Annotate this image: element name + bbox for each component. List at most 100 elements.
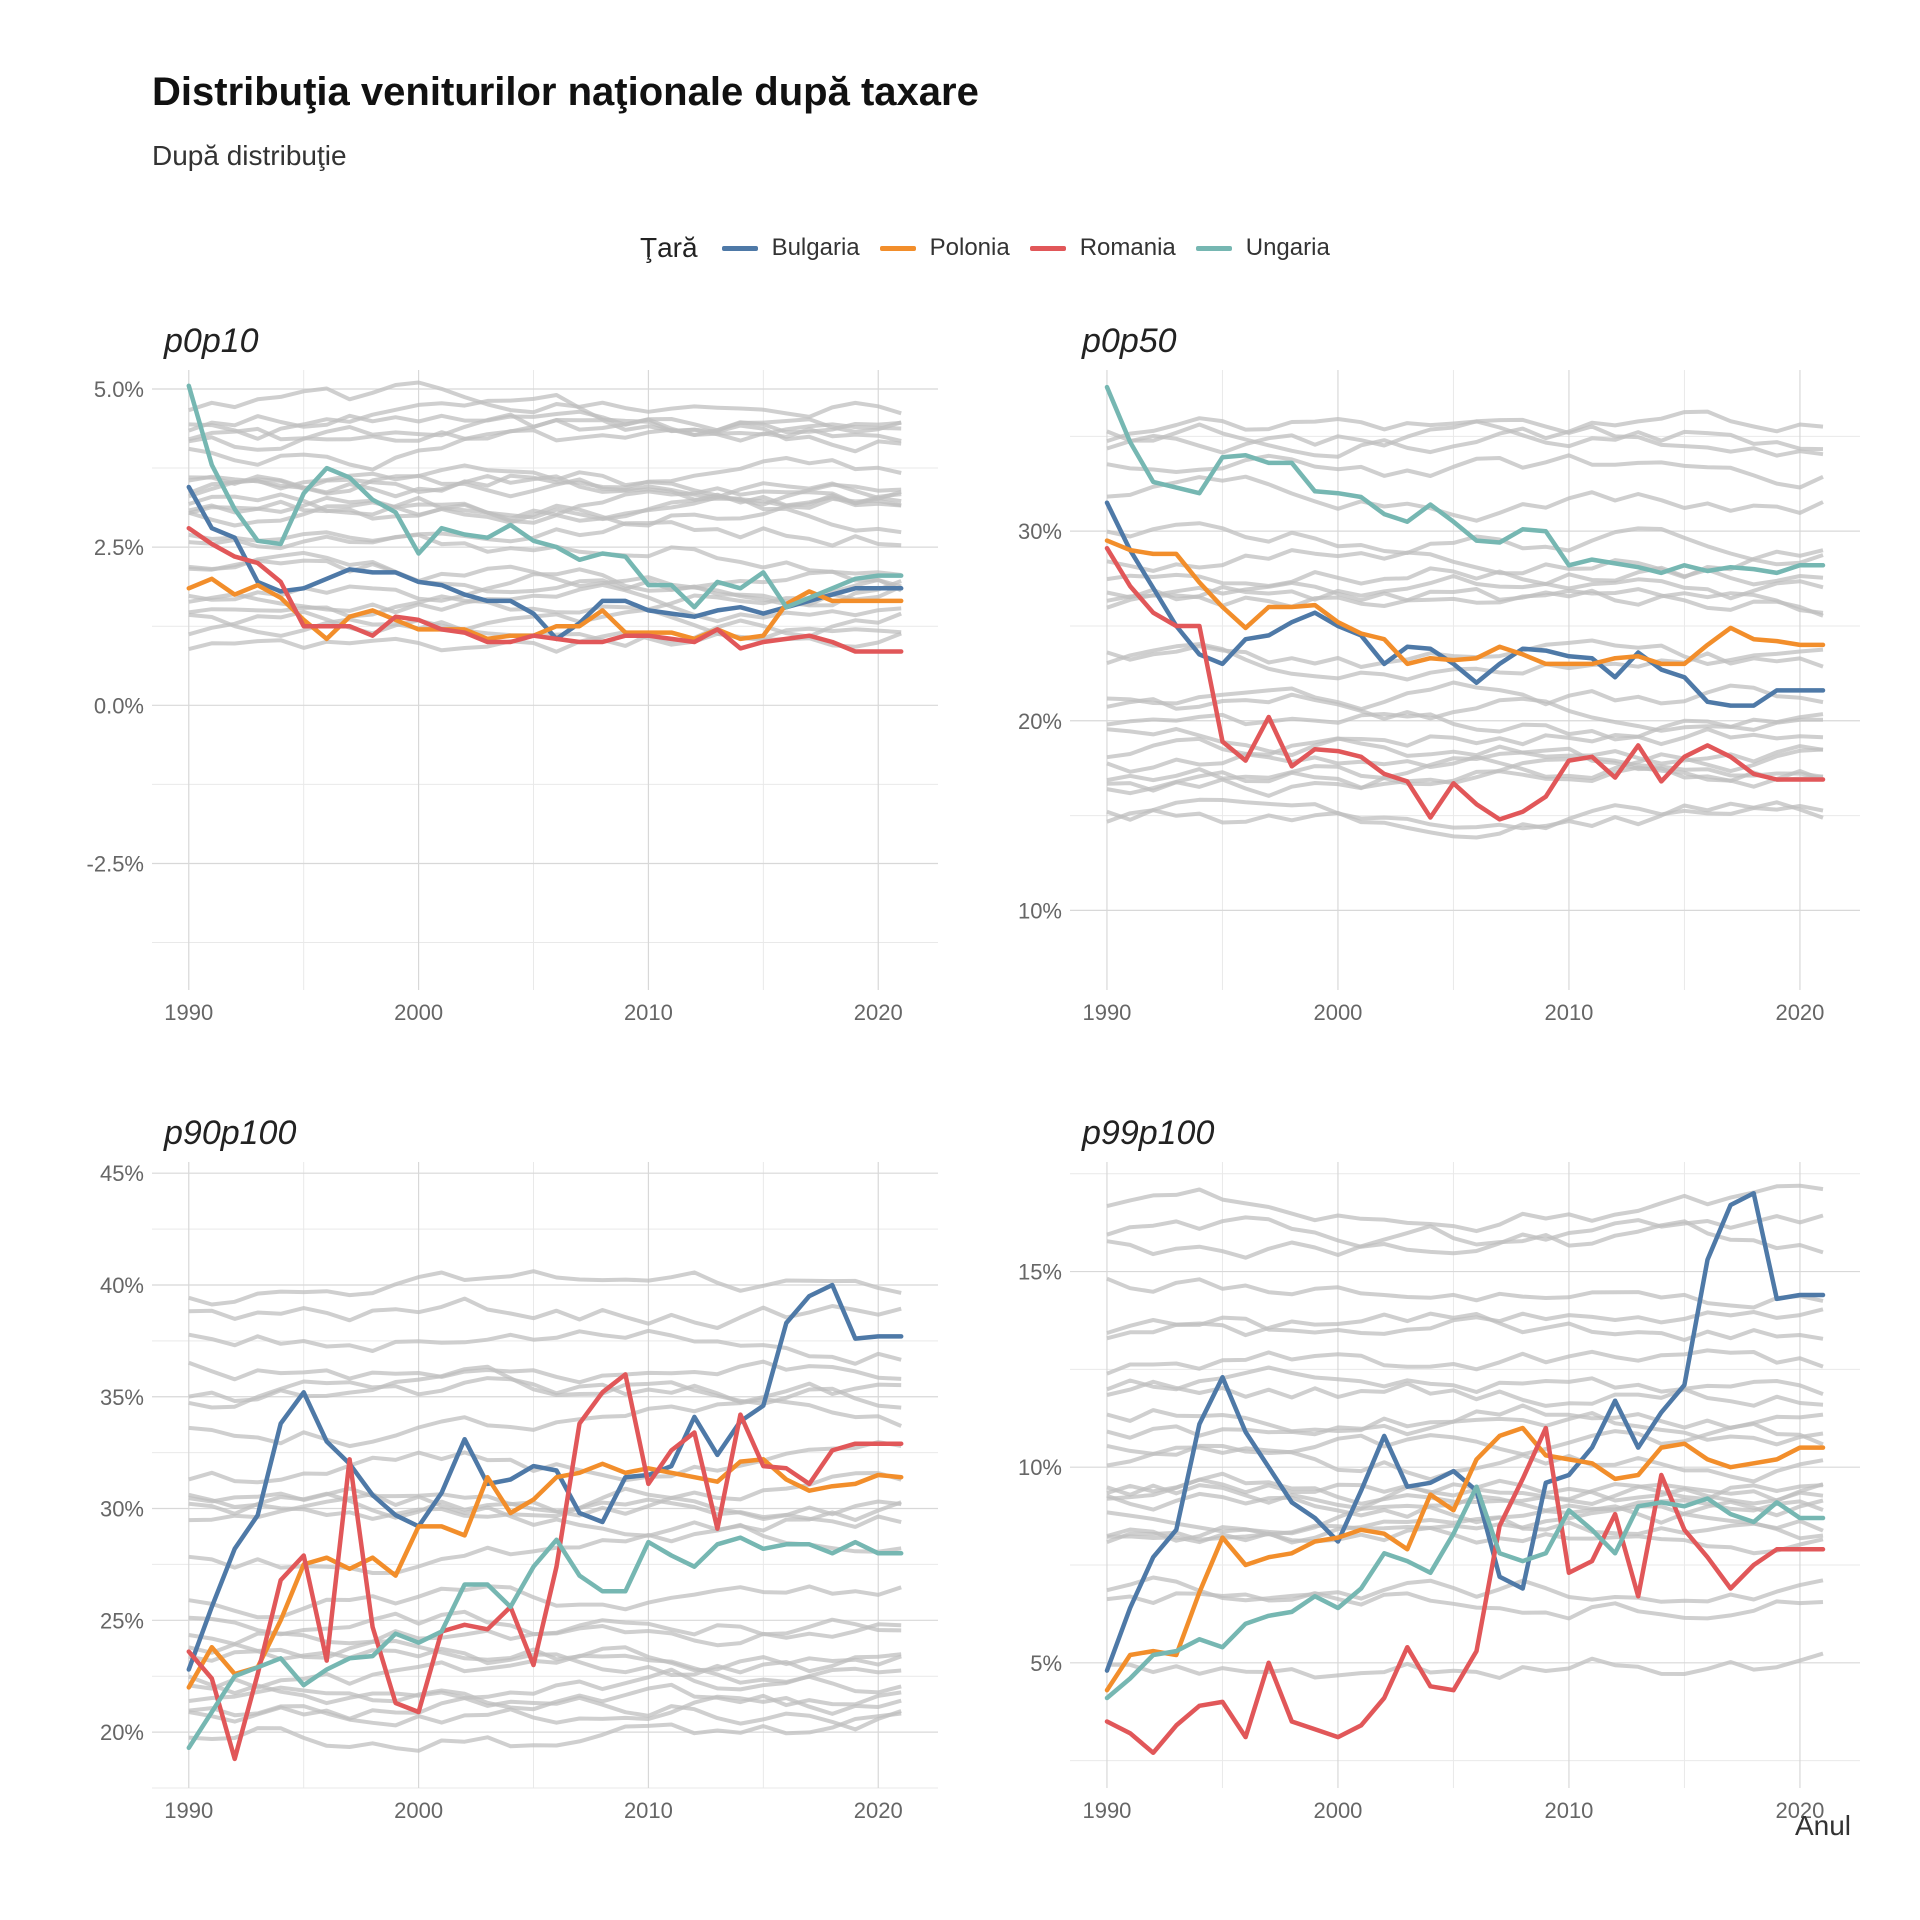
chart-subtitle: După distribuţie: [152, 140, 347, 171]
panel-p0p10: p0p10 5.0% 2.5% 0.0% -2.5% 1990 2000 2010 2020: [87, 322, 938, 1025]
x-tick-label: 1990: [1082, 1798, 1131, 1823]
background-country-line: [188, 582, 902, 624]
chart-title: Distribuţia veniturilor naţionale după t…: [152, 70, 979, 114]
y-tick-label: 10%: [1018, 898, 1062, 923]
series-line-romania: [186, 525, 904, 654]
background-country-line: [188, 1328, 902, 1366]
legend-item-ungaria: Ungaria: [1195, 234, 1330, 262]
background-country-line: [1106, 521, 1824, 567]
series-line-ungaria: [1104, 1484, 1826, 1701]
background-country-line: [188, 393, 902, 443]
x-tick-label: 2020: [854, 1000, 903, 1025]
y-tick-label: 5%: [1030, 1651, 1062, 1676]
series-line-romania: [1104, 1425, 1826, 1756]
background-country-line: [188, 1584, 902, 1620]
background-country-line: [188, 496, 902, 528]
y-tick-label: 20%: [100, 1720, 144, 1745]
background-country-line: [188, 532, 902, 577]
series-line-romania: [186, 1372, 904, 1762]
y-tick-label: 20%: [1018, 709, 1062, 734]
series-line-polonia: [1104, 538, 1826, 667]
background-country-line: [188, 380, 902, 419]
x-tick-label: 2020: [1775, 1000, 1824, 1025]
y-tick-label: 35%: [100, 1385, 144, 1410]
x-tick-label: 2020: [854, 1798, 903, 1823]
background-country-line: [188, 471, 902, 504]
y-tick-label: -2.5%: [87, 851, 144, 876]
legend-label-bulgaria: Bulgaria: [771, 234, 860, 261]
background-country-line: [1106, 1365, 1824, 1396]
background-country-line: [188, 1711, 902, 1753]
panel-title: p90p100: [163, 1114, 296, 1152]
y-tick-label: 0.0%: [94, 693, 144, 718]
panel-title: p99p100: [1081, 1114, 1214, 1152]
background-country-line: [188, 1492, 902, 1538]
x-tick-label: 1990: [164, 1000, 213, 1025]
series-line-ungaria: [1104, 384, 1826, 576]
series-line-bulgaria: [186, 1282, 904, 1672]
background-country-line: [188, 1653, 902, 1695]
background-country-line: [188, 1491, 902, 1521]
panel-p0p50: p0p50 30% 20% 10% 1990 2000 2010 2020: [1018, 322, 1860, 1025]
legend-swatch-bulgaria: [721, 245, 758, 251]
x-tick-label: 2000: [394, 1000, 443, 1025]
legend-swatch-romania: [1029, 245, 1066, 251]
background-country-line: [188, 611, 902, 648]
background-country-line: [1106, 1307, 1824, 1341]
background-country-line: [188, 520, 902, 548]
panel-p90p100: p90p100 45% 40% 35% 30% 25% 20% 1990 2000 2010 202…: [100, 1114, 938, 1823]
y-tick-label: 10%: [1018, 1455, 1062, 1480]
series-line-polonia: [1104, 1425, 1826, 1693]
background-country-line: [188, 1682, 902, 1712]
legend-label-polonia: Polonia: [929, 234, 1010, 261]
background-country-line: [1106, 1348, 1824, 1376]
background-country-line: [1106, 680, 1824, 712]
legend-swatch-ungaria: [1195, 245, 1232, 251]
background-country-line: [1106, 1276, 1824, 1310]
y-tick-label: 30%: [1018, 519, 1062, 544]
legend-item-romania: Romania: [1029, 234, 1176, 262]
x-tick-label: 1990: [1082, 1000, 1131, 1025]
background-country-line: [1106, 764, 1824, 789]
background-country-line: [188, 1269, 902, 1307]
y-tick-label: 30%: [100, 1497, 144, 1522]
background-country-line: [1106, 756, 1824, 796]
y-tick-label: 2.5%: [94, 535, 144, 560]
background-country-line: [1106, 1421, 1824, 1457]
background-country-line: [1106, 474, 1824, 523]
panel-p99p100: p99p100 15% 10% 5% 1990 2000 2010 2020: [1018, 1114, 1860, 1823]
background-country-line: [1106, 692, 1824, 733]
background-country-line: [1106, 1213, 1824, 1256]
legend-swatch-polonia: [879, 245, 916, 251]
background-country-line: [188, 1359, 902, 1385]
x-tick-label: 2000: [1313, 1000, 1362, 1025]
series-line-romania: [1104, 545, 1826, 822]
background-country-line: [1106, 1591, 1824, 1621]
series-line-bulgaria: [1104, 500, 1826, 708]
legend-item-bulgaria: Bulgaria: [721, 234, 860, 262]
background-country-line: [1106, 587, 1824, 618]
background-country-line: [1106, 1523, 1824, 1556]
x-tick-label: 1990: [164, 1798, 213, 1823]
background-country-line: [1106, 453, 1824, 490]
background-country-line: [1106, 1504, 1824, 1544]
background-country-line: [188, 1694, 902, 1728]
panel-title: p0p10: [163, 322, 259, 360]
background-country-line: [1106, 1183, 1824, 1234]
background-country-line: [1106, 574, 1824, 602]
series-line-polonia: [186, 576, 904, 642]
background-country-line: [1106, 712, 1823, 742]
background-country-line: [1106, 642, 1824, 682]
background-country-line: [1106, 803, 1824, 840]
x-tick-label: 2010: [624, 1798, 673, 1823]
background-country-line: [188, 409, 902, 437]
legend: Ţară Bulgaria Polonia Romania Ungaria: [640, 228, 1330, 268]
x-tick-label: 2010: [1544, 1798, 1593, 1823]
x-tick-label: 2010: [624, 1000, 673, 1025]
background-country-line: [188, 1639, 902, 1673]
background-country-line: [1106, 1491, 1824, 1519]
background-country-line: [188, 412, 902, 452]
panel-title: p0p50: [1081, 322, 1177, 360]
background-country-line: [188, 1296, 902, 1330]
background-country-line: [1106, 1219, 1824, 1260]
